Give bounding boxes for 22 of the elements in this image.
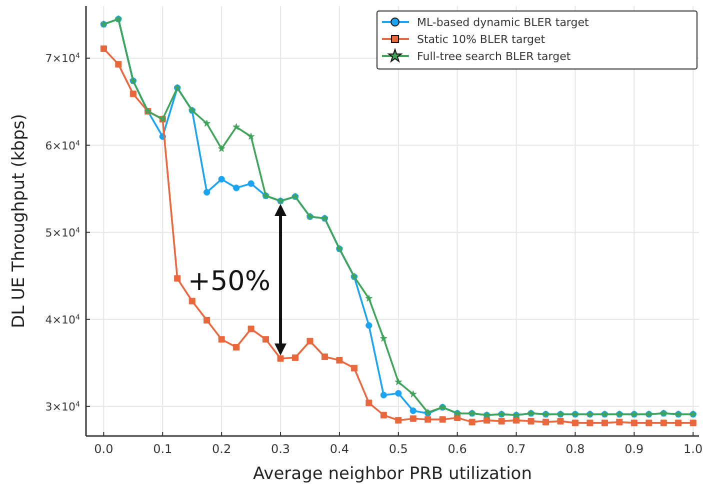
x-tick-label: 1.0 <box>684 442 703 456</box>
legend-label: Full-tree search BLER target <box>417 50 572 63</box>
y-tick-label: 5×10$^{4}$ <box>45 224 80 240</box>
y-axis-title: DL UE Throughput (kbps) <box>9 114 29 328</box>
x-tick-label: 0.7 <box>506 442 526 456</box>
x-tick-label: 0.8 <box>566 442 585 456</box>
x-tick-label: 0.1 <box>153 442 172 456</box>
legend-label: ML-based dynamic BLER target <box>417 16 590 29</box>
y-tick-label: 7×10$^{4}$ <box>45 50 80 66</box>
x-tick-label: 0.2 <box>212 442 232 456</box>
y-tick-label: 3×10$^{4}$ <box>45 398 80 414</box>
y-tick-label: 4×10$^{4}$ <box>45 312 80 326</box>
x-tick-label: 0.6 <box>448 442 467 456</box>
x-tick-label: 0.0 <box>94 442 114 456</box>
x-tick-label: 0.4 <box>330 442 349 456</box>
annotation: +50% <box>188 266 271 297</box>
x-tick-label: 0.5 <box>388 442 408 456</box>
y-tick-label: 6×10$^{4}$ <box>45 138 80 152</box>
x-axis-title: Average neighbor PRB utilization <box>253 464 532 484</box>
legend-label: Static 10% BLER target <box>417 33 546 46</box>
x-tick-label: 0.3 <box>270 442 290 456</box>
x-tick-label: 0.9 <box>624 442 644 456</box>
